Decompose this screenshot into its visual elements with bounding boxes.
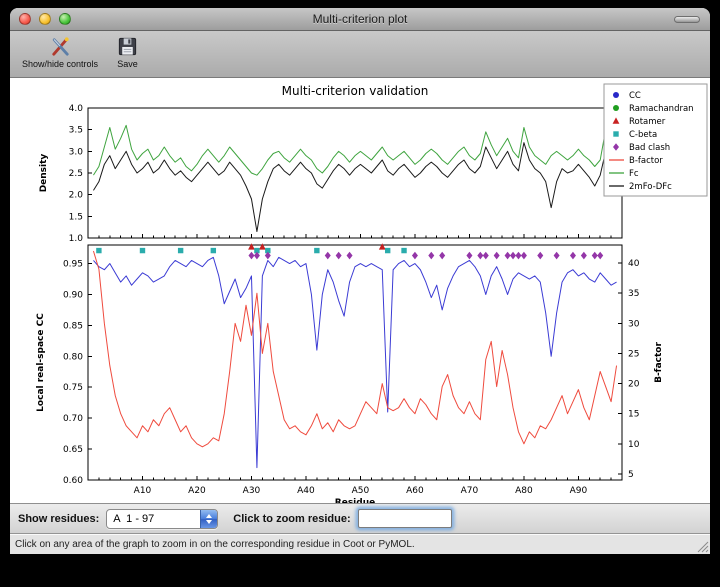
svg-text:A30: A30	[243, 486, 261, 496]
status-bar: Click on any area of the graph to zoom i…	[10, 533, 710, 554]
floppy-disk-icon	[116, 35, 139, 58]
svg-text:CC: CC	[629, 91, 641, 101]
show-hide-controls-button[interactable]: Show/hide controls	[16, 34, 104, 70]
close-button[interactable]	[19, 13, 31, 25]
svg-text:A50: A50	[352, 486, 370, 496]
svg-text:3.5: 3.5	[69, 126, 83, 136]
resize-grip[interactable]	[695, 539, 709, 553]
svg-text:0.70: 0.70	[63, 414, 83, 424]
svg-text:A40: A40	[297, 486, 315, 496]
app-window: Multi-criterion plot Show/hide controls …	[10, 8, 710, 554]
svg-text:30: 30	[628, 319, 640, 329]
window-controls	[19, 13, 71, 25]
svg-text:A20: A20	[188, 486, 206, 496]
svg-text:C-beta: C-beta	[629, 130, 657, 140]
residue-range-select[interactable]: A 1 - 97	[106, 509, 218, 529]
minimize-button[interactable]	[39, 13, 51, 25]
arrow-down-icon	[206, 520, 212, 524]
svg-text:10: 10	[628, 440, 640, 450]
svg-text:20: 20	[628, 380, 640, 390]
save-button[interactable]: Save	[110, 34, 145, 70]
svg-text:25: 25	[628, 349, 639, 359]
desktop: { "titlebar": { "title": "Multi-criterio…	[0, 0, 720, 587]
titlebar[interactable]: Multi-criterion plot	[10, 8, 710, 31]
multi-criterion-plot[interactable]: Multi-criterion validation 1.0 1.5 2.0 2.5 3.…	[10, 78, 710, 503]
toolbar: Show/hide controls Save	[10, 31, 710, 78]
svg-text:A80: A80	[515, 486, 533, 496]
svg-text:0.95: 0.95	[63, 260, 83, 270]
plot-area[interactable]: Multi-criterion validation 1.0 1.5 2.0 2.5 3.…	[10, 78, 710, 503]
svg-text:A10: A10	[134, 486, 152, 496]
zoom-button[interactable]	[59, 13, 71, 25]
crossed-tools-icon	[49, 35, 72, 58]
svg-text:B-factor: B-factor	[629, 156, 663, 166]
residue-range-value: A 1 - 97	[107, 513, 200, 525]
show-residues-label: Show residues:	[18, 513, 99, 525]
svg-text:0.65: 0.65	[63, 445, 83, 455]
svg-text:Rotamer: Rotamer	[629, 117, 666, 127]
svg-text:Local real-space CC: Local real-space CC	[36, 313, 46, 412]
svg-text:4.0: 4.0	[69, 104, 84, 114]
svg-text:15: 15	[628, 410, 639, 420]
svg-text:1.0: 1.0	[69, 234, 84, 244]
svg-text:A70: A70	[461, 486, 479, 496]
window-title: Multi-criterion plot	[313, 12, 408, 26]
zoom-residue-label: Click to zoom residue:	[233, 513, 350, 525]
svg-text:Multi-criterion validation: Multi-criterion validation	[282, 84, 429, 98]
svg-text:A60: A60	[406, 486, 424, 496]
svg-text:0.90: 0.90	[63, 290, 83, 300]
svg-text:Density: Density	[39, 154, 49, 193]
zoom-residue-input[interactable]	[358, 509, 452, 528]
svg-text:5: 5	[628, 470, 634, 480]
svg-text:40: 40	[628, 259, 640, 269]
svg-text:Fc: Fc	[629, 169, 639, 179]
svg-text:0.85: 0.85	[63, 321, 83, 331]
svg-text:0.80: 0.80	[63, 352, 83, 362]
svg-text:1.5: 1.5	[69, 212, 83, 222]
svg-text:Ramachandran: Ramachandran	[629, 104, 694, 114]
toolbar-toggle-button[interactable]	[674, 16, 700, 23]
svg-text:2mFo-DFc: 2mFo-DFc	[629, 182, 672, 192]
svg-text:0.60: 0.60	[63, 476, 83, 486]
svg-text:Residue: Residue	[335, 498, 375, 503]
stepper-arrows-icon	[200, 510, 217, 528]
svg-text:0.75: 0.75	[63, 383, 83, 393]
svg-text:A90: A90	[570, 486, 588, 496]
svg-text:B-factor: B-factor	[654, 342, 664, 383]
svg-text:Bad clash: Bad clash	[629, 143, 670, 153]
controls-bar: Show residues: A 1 - 97 Click to zoom re…	[10, 503, 710, 533]
toolbar-button-label: Save	[117, 59, 138, 69]
svg-text:2.0: 2.0	[69, 191, 84, 201]
toolbar-button-label: Show/hide controls	[22, 59, 98, 69]
svg-text:35: 35	[628, 289, 639, 299]
svg-text:2.5: 2.5	[69, 169, 83, 179]
status-text: Click on any area of the graph to zoom i…	[10, 539, 415, 550]
arrow-up-icon	[206, 514, 212, 518]
svg-text:3.0: 3.0	[69, 147, 84, 157]
